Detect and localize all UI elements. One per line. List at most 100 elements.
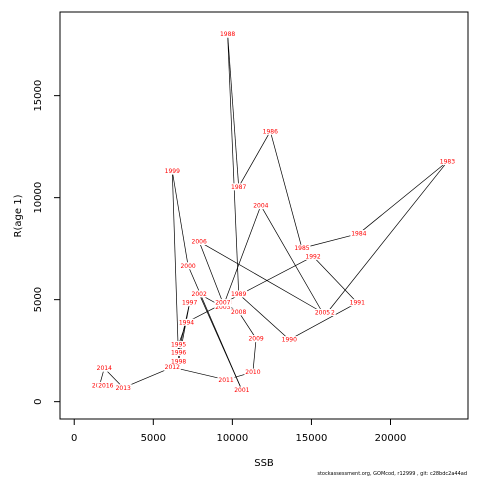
path-segment (238, 311, 257, 339)
point-label-background (95, 364, 113, 372)
path-segment (289, 302, 358, 340)
path-segment (260, 205, 323, 313)
point-label-background (163, 363, 181, 371)
point-label-background (314, 309, 332, 317)
point-label: 1987 (231, 184, 246, 191)
point-label-background (230, 308, 248, 316)
point-label-background (230, 290, 248, 298)
point-label-background (190, 238, 208, 246)
point-label: 2013 (116, 385, 131, 392)
point-label: 2011 (218, 377, 233, 384)
point-label: 1996 (171, 349, 186, 356)
point-label-background (247, 335, 265, 343)
point-label: 1994 (179, 319, 194, 326)
point-label-background (170, 348, 188, 356)
point-label: 1988 (220, 31, 235, 38)
point-label: 2016 (98, 383, 113, 390)
path-segment (222, 205, 262, 308)
point-label-background (244, 368, 262, 376)
point-label: 2014 (97, 365, 112, 372)
point-label-background (261, 127, 279, 135)
point-label-background (219, 30, 237, 38)
y-axis-label: R(age 1) (13, 194, 24, 237)
y-tick-label: 0 (33, 398, 44, 404)
path-segment (326, 161, 448, 313)
point-label: 1984 (351, 231, 366, 238)
point-label: 1999 (165, 168, 180, 175)
connecting-path (99, 34, 448, 391)
path-segment (198, 293, 243, 391)
x-axis: 0 5000 10000 15000 20000 (71, 418, 407, 444)
point-label-background (170, 341, 188, 349)
path-segment (301, 233, 359, 249)
point-label: 2007 (215, 300, 230, 307)
path-segment (227, 34, 240, 187)
point-label-background (350, 230, 368, 238)
point-label-background (97, 382, 115, 390)
point-label-background (217, 376, 235, 384)
point-label-background (163, 167, 181, 175)
point-label-background (214, 299, 232, 307)
y-tick-label: 15000 (33, 80, 44, 112)
path-segment (312, 256, 358, 303)
plot-frame (59, 11, 469, 420)
y-tick-label: 10000 (33, 182, 44, 214)
x-tick-label: 0 (71, 433, 77, 444)
x-tick-label: 10000 (216, 433, 248, 444)
point-label-background (181, 299, 199, 307)
point-label: 2002 (192, 291, 207, 298)
point-label: 1990 (282, 337, 297, 344)
path-segment (171, 171, 179, 362)
point-label: 1997 (182, 300, 197, 307)
point-label: 1995 (171, 342, 186, 349)
point-label: 1986 (263, 128, 278, 135)
path-segment (252, 338, 257, 373)
path-segment (171, 171, 189, 266)
path-segment (172, 366, 227, 381)
point-label: 1998 (171, 358, 186, 365)
point-label: 2012 (165, 364, 180, 371)
point-label: 2001 (234, 387, 249, 394)
point-label: 2010 (245, 369, 260, 376)
y-tick-label: 5000 (33, 287, 44, 312)
point-label: 2006 (192, 239, 207, 246)
point-label: 1992 (305, 253, 320, 260)
path-segment (238, 131, 271, 188)
point-label-background (230, 183, 248, 191)
point-label: 1985 (294, 245, 309, 252)
point-label-background (438, 158, 456, 166)
point-label-background (304, 252, 322, 260)
point-label-background (252, 202, 270, 210)
point-label: 2004 (253, 203, 268, 210)
path-segment (198, 241, 224, 303)
y-axis: 0 5000 10000 15000 (33, 80, 61, 405)
x-tick-label: 15000 (296, 433, 328, 444)
x-axis-label: SSB (254, 458, 274, 469)
point-label-background (190, 290, 208, 298)
path-segment (358, 161, 448, 234)
point-label-background (233, 386, 251, 394)
x-tick-label: 20000 (375, 433, 407, 444)
point-label-background (178, 318, 196, 326)
point-label: 2008 (231, 309, 246, 316)
point-label-background (179, 262, 197, 270)
path-segment (227, 34, 240, 294)
point-label-background (293, 244, 311, 252)
point-label: 2005 (315, 310, 330, 317)
point-label: 1991 (350, 300, 365, 307)
point-label: 2003 (215, 304, 230, 311)
year-labels: 1982198319841985198619871988198919901991… (91, 30, 456, 394)
point-label-background (348, 299, 366, 307)
point-label: 2009 (248, 336, 263, 343)
point-label: 1983 (440, 159, 455, 166)
point-label: 1989 (231, 291, 246, 298)
point-label-background (170, 357, 188, 365)
point-label-background (114, 384, 132, 392)
x-tick-label: 5000 (141, 433, 166, 444)
point-label-background (280, 336, 298, 344)
point-label: 2000 (180, 263, 195, 270)
path-segment (269, 131, 303, 249)
footer-note: stockassessment.org, GOMcod, r12999 , gi… (317, 471, 467, 477)
point-label-background (214, 303, 232, 311)
